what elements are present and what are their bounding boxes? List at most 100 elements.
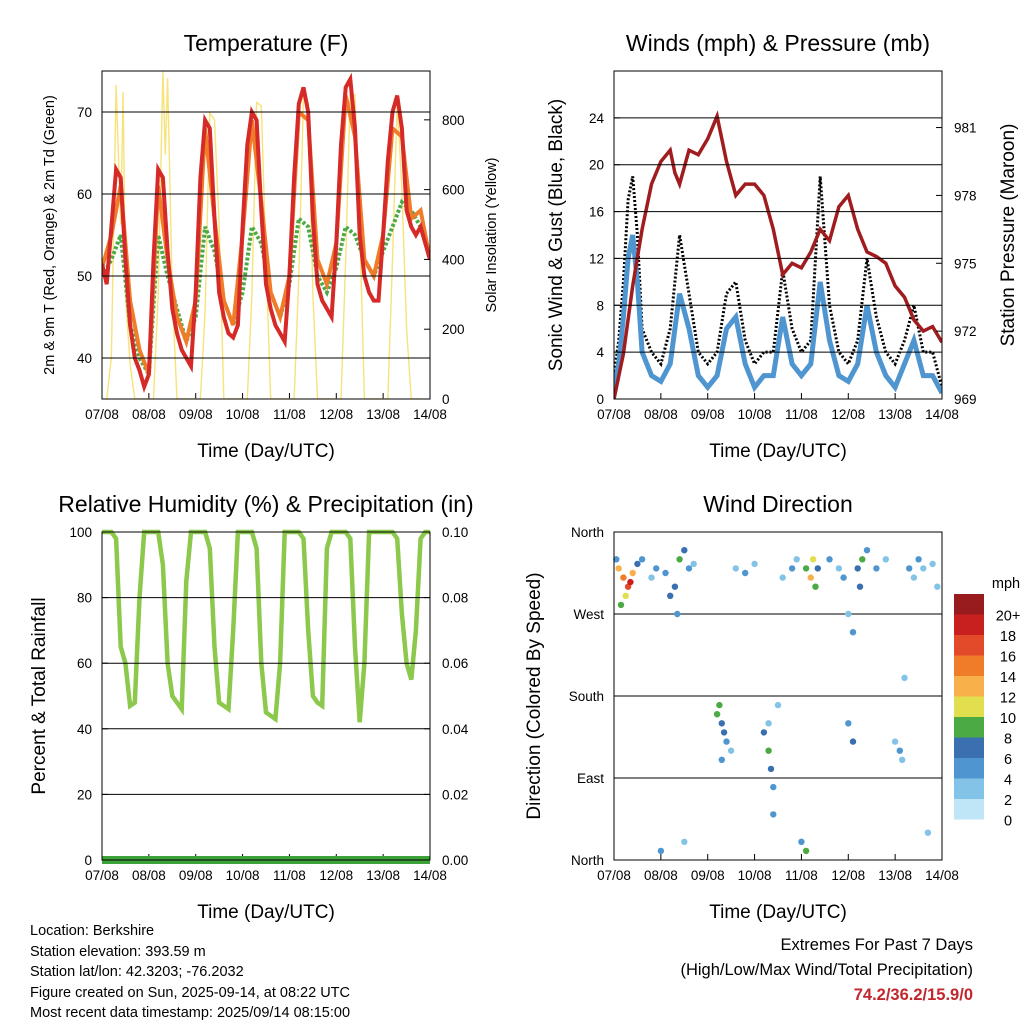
direction-point xyxy=(934,583,941,590)
humidity-xtick-label: 14/08 xyxy=(413,868,447,883)
temperature-ytick-right-label: 800 xyxy=(442,113,465,128)
winds-xtick-label: 14/08 xyxy=(925,407,959,422)
direction-point xyxy=(770,811,777,818)
speed-legend-label: 20+ xyxy=(996,608,1021,624)
winds-ytick-label: 24 xyxy=(589,111,605,126)
humidity-title: Relative Humidity (%) & Precipitation (i… xyxy=(58,491,473,517)
speed-legend-swatch xyxy=(954,594,984,615)
speed-legend-swatch xyxy=(954,778,984,799)
direction-point xyxy=(676,556,683,563)
relative-humidity-line xyxy=(102,529,430,724)
speed-legend-swatch xyxy=(954,737,984,758)
direction-point xyxy=(854,565,861,572)
extremes-box: Extremes For Past 7 Days (High/Low/Max W… xyxy=(680,933,973,1008)
humidity-ytick-right-label: 0.00 xyxy=(442,853,468,868)
temperature-frame xyxy=(101,70,431,400)
temp-2m-line xyxy=(102,72,430,394)
winds-xtick-label: 08/08 xyxy=(644,407,678,422)
direction-point xyxy=(779,574,786,581)
winds-xtick-label: 07/08 xyxy=(597,407,631,422)
sonic-wind-line xyxy=(614,234,942,395)
direction-point xyxy=(873,565,880,572)
direction-point xyxy=(770,783,777,791)
winds-xtick-label: 12/08 xyxy=(831,407,865,422)
direction-panel: Wind Direction 07/08 08/08 09/08 10/08 11/08 1… xyxy=(524,491,1020,923)
winds-ylabel-left: Sonic Wind & Gust (Blue, Black) xyxy=(546,99,567,371)
direction-point xyxy=(915,556,922,563)
temperature-xtick-label: 13/08 xyxy=(366,407,400,422)
direction-xtick-label: 09/08 xyxy=(691,868,725,883)
direction-point xyxy=(629,569,636,577)
humidity-ytick-label: 40 xyxy=(77,722,92,737)
speed-legend-label: 2 xyxy=(1004,793,1012,809)
winds-title: Winds (mph) & Pressure (mb) xyxy=(626,30,930,56)
direction-point xyxy=(802,565,810,572)
winds-ytick-right-label: 969 xyxy=(954,392,977,407)
humidity-ytick-label: 0 xyxy=(84,853,92,868)
direction-ytick-label: East xyxy=(577,771,604,786)
speed-legend-label: 12 xyxy=(1000,690,1016,706)
speed-legend-swatch xyxy=(954,717,984,738)
humidity-xtick-label: 07/08 xyxy=(85,868,119,883)
gust-line xyxy=(614,176,942,388)
temperature-ylabel-right: Solar Insolation (Yellow) xyxy=(484,157,500,312)
speed-legend-swatch xyxy=(954,614,984,635)
direction-point xyxy=(742,569,749,577)
direction-title: Wind Direction xyxy=(703,491,853,517)
direction-ytick-label: West xyxy=(573,607,604,622)
direction-xtick-label: 07/08 xyxy=(597,868,631,883)
direction-point xyxy=(732,565,739,572)
temperature-xtick-label: 14/08 xyxy=(413,407,447,422)
direction-point xyxy=(723,738,730,745)
speed-legend-label: 18 xyxy=(1000,629,1016,645)
direction-point xyxy=(627,578,634,586)
direction-xtick-label: 14/08 xyxy=(925,868,959,883)
humidity-xtick-label: 11/08 xyxy=(273,868,306,883)
temperature-panel: Temperature (F) 07/08 08/08 09/08 10/08 11/08… xyxy=(42,30,500,462)
humidity-ytick-label: 20 xyxy=(77,787,92,802)
speed-legend-swatch xyxy=(954,758,984,779)
temperature-ytick-label: 40 xyxy=(77,351,92,366)
direction-point xyxy=(920,565,927,572)
direction-point xyxy=(906,565,913,572)
temperature-ytick-label: 50 xyxy=(77,269,92,284)
temperature-ylabel-left: 2m & 9m T (Red, Orange) & 2m Td (Green) xyxy=(42,95,58,375)
direction-point xyxy=(835,565,843,572)
direction-ytick-label: North xyxy=(571,525,604,540)
winds-xtick-label: 13/08 xyxy=(878,407,912,422)
speed-legend-label: 6 xyxy=(1004,752,1012,768)
extremes-subtitle: (High/Low/Max Wind/Total Precipitation) xyxy=(680,961,973,979)
speed-legend-label: 16 xyxy=(1000,649,1016,665)
winds-ytick-right-label: 981 xyxy=(954,121,977,136)
temperature-ytick-right-label: 600 xyxy=(442,183,465,198)
winds-ytick-label: 0 xyxy=(596,392,604,407)
humidity-ytick-right-label: 0.08 xyxy=(442,591,468,606)
speed-legend-title: mph xyxy=(992,576,1020,592)
direction-ylabel-left: Direction (Colored By Speed) xyxy=(524,572,545,819)
direction-point xyxy=(859,556,866,563)
direction-point xyxy=(929,560,936,568)
speed-legend: mph 0 2 4 6 8 10 12 14 16 18 20+ xyxy=(954,576,1020,829)
direction-point xyxy=(899,756,906,763)
temperature-ytick-label: 60 xyxy=(77,187,92,202)
winds-xtick-label: 09/08 xyxy=(691,407,725,422)
direction-xtick-label: 11/08 xyxy=(785,868,818,883)
speed-legend-label: 10 xyxy=(1000,711,1016,727)
direction-point xyxy=(765,720,772,727)
humidity-xtick-label: 10/08 xyxy=(226,868,260,883)
direction-point xyxy=(681,547,688,554)
winds-xlabel: Time (Day/UTC) xyxy=(709,441,847,462)
humidity-ytick-label: 80 xyxy=(77,591,92,606)
created-text: Figure created on Sun, 2025-09-14, at 08… xyxy=(30,984,350,1001)
pressure-line xyxy=(614,110,942,399)
speed-legend-label: 8 xyxy=(1004,731,1012,747)
direction-point xyxy=(767,765,775,773)
direction-point xyxy=(685,565,693,572)
direction-point xyxy=(667,592,674,599)
elevation-text: Station elevation: 393.59 m xyxy=(30,943,206,960)
temperature-ytick-right-label: 200 xyxy=(442,322,465,337)
direction-point xyxy=(896,747,903,754)
direction-point xyxy=(807,574,814,581)
winds-ytick-label: 20 xyxy=(589,158,604,173)
temperature-title: Temperature (F) xyxy=(184,30,349,56)
